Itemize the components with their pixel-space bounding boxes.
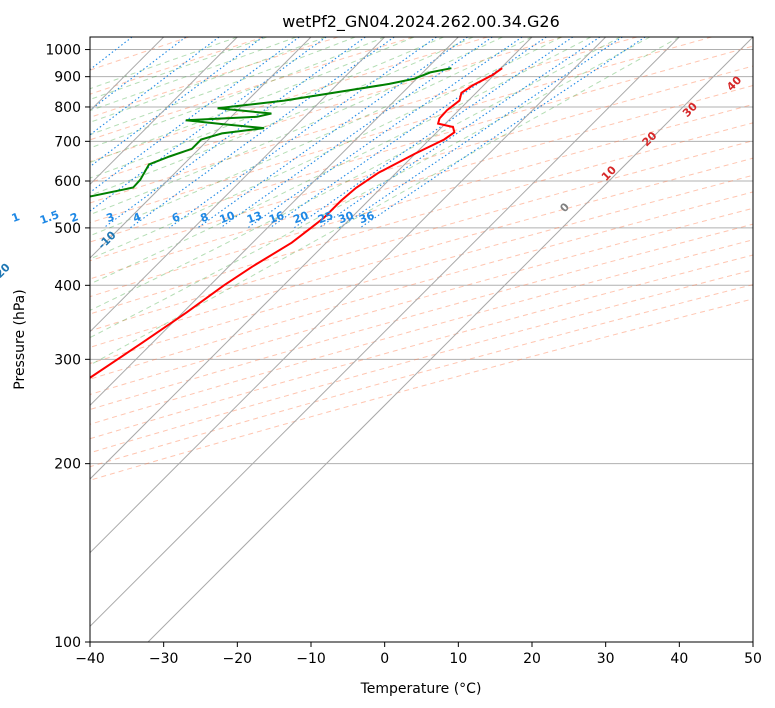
dry-adiabat (90, 37, 563, 184)
moist-adiabat (90, 37, 385, 149)
skew-isotherm (90, 37, 459, 407)
moist-adiabat (90, 37, 533, 237)
mixing-ratio-label: 8 (199, 210, 211, 225)
dry-adiabat (90, 45, 753, 243)
x-tick-label: 40 (670, 651, 688, 667)
moist-adiabat (90, 37, 562, 260)
mixing-ratio-line (90, 37, 220, 136)
mixing-ratio-label: 6 (170, 210, 182, 225)
x-tick-label: 10 (449, 651, 467, 667)
mixing-ratio-label: 10 (218, 209, 237, 227)
dry-adiabat (90, 37, 339, 118)
dry-adiabat (90, 122, 753, 315)
mixing-ratio-label: 1.5 (38, 208, 61, 227)
moist-adiabat (90, 37, 680, 366)
chart-title: wetPf2_GN04.2024.262.00.34.G26 (282, 12, 560, 32)
dry-adiabat (90, 269, 753, 454)
mixing-ratio-line (90, 37, 327, 212)
skew-isotherm (90, 37, 238, 186)
moist-adiabat (90, 37, 592, 285)
skew-isotherm (90, 37, 533, 480)
mixing-ratio-line (168, 37, 437, 229)
skew-isotherm (147, 37, 753, 642)
y-tick-label: 100 (54, 635, 81, 651)
moist-adiabat (90, 37, 415, 163)
mixing-ratio-label: 2 (68, 210, 80, 225)
skew-isotherm (90, 37, 386, 333)
mixing-ratio-label: 30 (337, 209, 356, 227)
y-tick-label: 800 (54, 100, 81, 116)
mixing-ratio-label: 3 (105, 210, 117, 225)
mixing-ratio-line (197, 37, 468, 229)
dry-adiabat (90, 37, 638, 204)
y-axis: 100 200 300 400 500 600 700 800 900 1000 (45, 43, 90, 651)
y-tick-label: 500 (54, 221, 81, 237)
y-tick-label: 900 (54, 70, 81, 86)
mixing-ratio-label: 13 (245, 209, 264, 226)
x-tick-label: −10 (296, 651, 326, 667)
y-axis-label: Pressure (hPa) (12, 289, 28, 389)
dry-adiabat (90, 140, 753, 332)
mixing-ratio-line (338, 37, 623, 229)
mixing-ratio-label: 25 (316, 209, 335, 226)
mixing-ratio-line (247, 37, 523, 229)
x-tick-label: −30 (149, 651, 179, 667)
skew-isotherm (90, 37, 607, 554)
dry-adiabat (90, 37, 264, 95)
x-axis: −40 −30 −20 −10 0 10 20 30 40 50 (75, 642, 762, 667)
mixing-ratio-line (269, 37, 547, 229)
x-axis-label: Temperature (°C) (360, 681, 482, 697)
dry-adiabat (90, 254, 753, 440)
mixing-ratio-label: 1 (10, 210, 22, 225)
y-tick-label: 300 (54, 352, 81, 368)
temperature-profile-line (90, 67, 503, 379)
x-tick-label: 20 (523, 651, 541, 667)
x-tick-label: 0 (380, 651, 389, 667)
mixing-ratio-line (103, 37, 366, 229)
dry-adiabat (90, 298, 753, 481)
x-tick-label: −20 (223, 651, 253, 667)
dry-adiabat (90, 65, 753, 262)
x-tick-label: 30 (597, 651, 615, 667)
mixing-ratio-label: 4 (131, 210, 143, 225)
moist-adiabat (90, 37, 474, 196)
skew-isotherm (90, 37, 680, 628)
dry-adiabat (90, 37, 488, 163)
mixing-ratio-label: 16 (267, 209, 286, 227)
mixing-ratio-label: 36 (357, 209, 376, 227)
mixing-ratio-label: 20 (291, 209, 310, 227)
y-tick-label: 1000 (45, 43, 81, 59)
x-tick-label: 50 (744, 651, 762, 667)
y-tick-label: 400 (54, 278, 81, 294)
x-tick-label: −40 (75, 651, 105, 667)
y-tick-label: 200 (54, 457, 81, 473)
y-tick-label: 600 (54, 174, 81, 190)
dewpoint-profile-line (90, 67, 452, 198)
data-series (90, 67, 503, 379)
plot-frame (89, 36, 754, 643)
y-tick-label: 700 (54, 134, 81, 150)
dry-adiabat (90, 223, 753, 411)
